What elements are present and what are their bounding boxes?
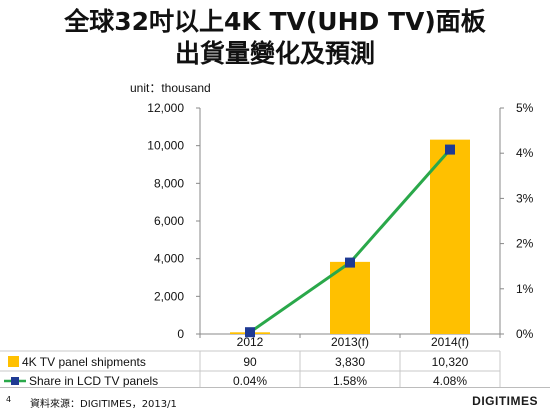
- bar-value-label: 10,320: [432, 355, 469, 369]
- bar-value-label: 90: [243, 355, 257, 369]
- line-value-label: 0.04%: [233, 374, 267, 388]
- y-left-tick-label: 0: [177, 327, 184, 341]
- brand-logo: DIGITIMES: [472, 394, 538, 408]
- page-number: 4: [6, 395, 12, 404]
- line-value-label: 1.58%: [333, 374, 367, 388]
- y-left-tick-label: 6,000: [154, 214, 184, 228]
- legend-line-marker: [11, 377, 19, 385]
- source-note: 資料來源：DIGITIMES，2013/1: [30, 399, 177, 410]
- legend-bar-label: 4K TV panel shipments: [22, 355, 146, 369]
- y-left-tick-label: 8,000: [154, 176, 184, 190]
- category-label: 2014(f): [431, 335, 469, 349]
- legend-line-label: Share in LCD TV panels: [29, 374, 158, 388]
- bar-value-label: 3,830: [335, 355, 365, 369]
- share-marker: [245, 327, 255, 338]
- unit-label: unit：thousand: [130, 81, 211, 95]
- category-label: 2013(f): [331, 335, 369, 349]
- y-right-tick-label: 5%: [516, 101, 534, 115]
- y-left-tick-label: 10,000: [147, 139, 184, 153]
- bar: [430, 139, 470, 334]
- category-label: 2012: [237, 335, 264, 349]
- chart: 0 2,000 4,000 6,000 8,000 10,000 12,000 0% 1% 2% 3…: [0, 101, 534, 388]
- y-left-tick-label: 4,000: [154, 252, 184, 266]
- y-right-tick-label: 3%: [516, 191, 534, 205]
- bar: [330, 261, 370, 334]
- share-marker: [345, 257, 355, 268]
- y-left-tick-label: 12,000: [147, 101, 184, 115]
- line-value-label: 4.08%: [433, 374, 467, 388]
- chart-title-line1: 全球32吋以上4K TV(UHD TV)面板: [64, 7, 486, 36]
- y-right-tick-label: 2%: [516, 237, 534, 251]
- chart-title-line2: 出貨量變化及預測: [174, 39, 375, 68]
- y-right-tick-label: 0%: [516, 327, 534, 341]
- y-right-tick-label: 4%: [516, 146, 534, 160]
- legend-bar-swatch: [8, 356, 19, 367]
- footer-divider: [0, 387, 550, 388]
- share-marker: [445, 144, 455, 155]
- y-left-tick-label: 2,000: [154, 289, 184, 303]
- y-right-tick-label: 1%: [516, 282, 534, 296]
